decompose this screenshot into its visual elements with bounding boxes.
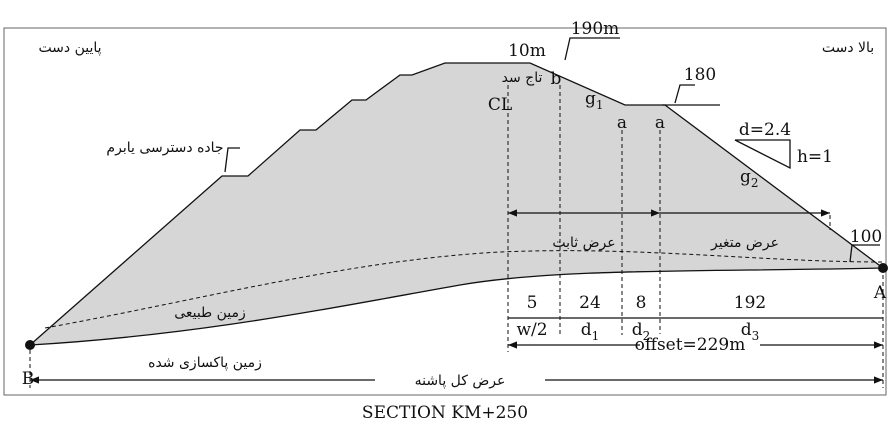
berm-level: 180	[684, 65, 716, 85]
dimension-value: 192	[734, 293, 766, 313]
dam-outline	[29, 62, 884, 346]
label-bg	[375, 370, 545, 390]
centerline: CL	[488, 95, 512, 115]
fixed-width: عرض ثابت	[552, 235, 615, 251]
cleared-ground-label: زمین پاکسازی شده	[148, 355, 262, 371]
dimension-value: 8	[636, 293, 647, 313]
point-b	[25, 340, 35, 350]
toe-leader	[849, 244, 880, 263]
point-b-label: B	[22, 369, 35, 389]
berm-leader	[662, 84, 720, 106]
point-a-label: A	[873, 283, 887, 303]
slope2: g2	[740, 167, 759, 190]
frame	[3, 27, 887, 396]
dimension-value: 5	[527, 293, 538, 313]
section-title: SECTION KM+250	[362, 403, 528, 423]
dimension-label: w/2	[516, 320, 547, 340]
total-width: عرض کل پاشنه	[415, 373, 506, 389]
crest-leader	[564, 37, 620, 61]
slope-d: d=2.4	[739, 120, 791, 140]
toe-level: 100	[850, 227, 882, 247]
dimension-label: d2	[632, 320, 651, 343]
road-leader	[224, 147, 240, 173]
dimension-label: d3	[741, 320, 760, 343]
crest-name: تاج سد	[502, 70, 543, 86]
crest-level: 190m	[571, 19, 620, 39]
dimension-value: 24	[579, 293, 601, 313]
downstream: پایین دست	[38, 40, 101, 56]
point-b-label: b	[551, 69, 562, 89]
dimensions: 5 w/2 24 d1 8 d2 192 d3	[516, 293, 766, 343]
access-road: جاده دسترسی یابرم	[106, 140, 223, 156]
point-a2: a	[655, 113, 665, 133]
natural-ground	[44, 250, 884, 329]
embankment	[30, 63, 883, 345]
natural-ground-label: زمین طبیعی	[174, 305, 246, 321]
slope-triangle	[734, 139, 791, 170]
crest-width: 10m	[508, 41, 546, 61]
dimension-label: d1	[581, 320, 600, 343]
point-a	[878, 263, 888, 273]
upstream: بالا دست	[822, 40, 874, 56]
offset: offset=229m	[635, 335, 746, 355]
slope1: g1	[585, 89, 604, 112]
cleared-ground	[29, 267, 884, 346]
point-a1: a	[617, 113, 627, 133]
variable-width: عرض متغیر	[710, 235, 779, 251]
label-bg	[640, 334, 760, 354]
slope-h: h=1	[797, 147, 833, 167]
